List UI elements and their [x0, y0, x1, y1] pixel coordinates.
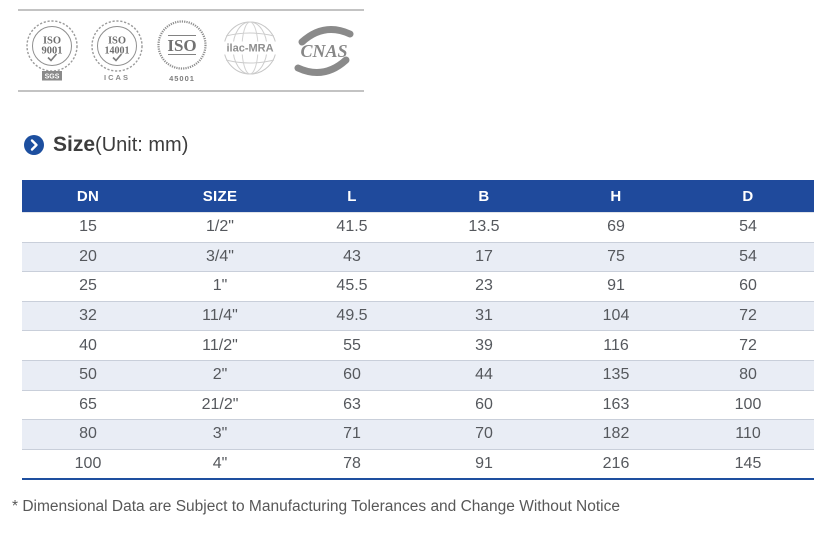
table-cell: 54	[739, 247, 757, 265]
table-cell: 110	[735, 425, 761, 443]
table-cell: 44	[475, 366, 493, 384]
table-cell: 23	[475, 277, 493, 295]
table-cell: 1/2"	[206, 218, 234, 236]
table-cell: 216	[602, 455, 630, 473]
table-cell: 135	[602, 366, 630, 384]
table-cell: 31	[475, 307, 493, 325]
table-cell: 20	[79, 247, 97, 265]
table-cell: 50	[79, 366, 97, 384]
table-cell: 11/4"	[202, 307, 238, 325]
table-cell: 3/4"	[206, 247, 234, 265]
column-header-h: H	[550, 180, 682, 213]
table-cell: 100	[734, 395, 762, 413]
column-header-size: SIZE	[154, 180, 286, 213]
table-cell: 54	[739, 218, 757, 236]
column-header-dn: DN	[22, 180, 154, 213]
iso-45001-text: ISO	[167, 36, 196, 55]
table-cell: 163	[602, 395, 630, 413]
header-row: DN SIZE L B H D	[22, 180, 814, 213]
table-cell: 45.5	[336, 277, 368, 295]
ilac-mra-logo: ilac-MRA	[221, 21, 279, 74]
size-table-body: 15 1/2" 41.5 13.5 69 54 20 3/4" 43 17 75 54 25 1" 45.5…	[22, 212, 814, 480]
table-cell: 91	[607, 277, 625, 295]
table-cell: 25	[79, 277, 97, 295]
table-cell: 60	[739, 277, 757, 295]
iso-14001-logo: ISO 14001 ICAS	[91, 19, 143, 82]
iso-9001-number: 9001	[42, 45, 63, 56]
icas-caption: ICAS	[104, 73, 130, 82]
table-cell: 100	[74, 455, 102, 473]
size-table-head: DN SIZE L B H D	[22, 180, 814, 213]
table-row: 20 3/4" 43 17 75 54	[22, 242, 814, 272]
table-cell: 60	[343, 366, 361, 384]
footnote: * Dimensional Data are Subject to Manufa…	[12, 498, 620, 515]
table-cell: 116	[603, 336, 629, 354]
table-row: 65 21/2" 63 60 163 100	[22, 390, 814, 420]
iso-14001-number: 14001	[105, 45, 130, 56]
section-unit-label: (Unit: mm)	[95, 133, 189, 156]
table-cell: 80	[79, 425, 97, 443]
table-row: 25 1" 45.5 23 91 60	[22, 271, 814, 302]
table-cell: 60	[475, 395, 493, 413]
iso-9001-text: ISO	[43, 35, 61, 46]
table-row: 40 11/2" 55 39 116 72	[22, 330, 814, 361]
table-cell: 70	[475, 425, 493, 443]
table-cell: 145	[734, 455, 762, 473]
column-header-b: B	[418, 180, 550, 213]
table-cell: 3"	[212, 425, 228, 443]
size-section-heading: Size (Unit: mm)	[24, 133, 188, 157]
table-cell: 4"	[212, 455, 228, 473]
table-cell: 32	[79, 307, 97, 325]
table-row: 50 2" 60 44 135 80	[22, 360, 814, 391]
cnas-text: CNAS	[300, 41, 347, 61]
table-cell: 13.5	[468, 218, 500, 236]
table-cell: 2"	[212, 366, 228, 384]
table-cell: 15	[79, 218, 97, 236]
table-cell: 55	[343, 336, 361, 354]
size-table: DN SIZE L B H D 15 1/2" 41.5 13.5 69 54 20 3/4"…	[22, 180, 814, 481]
table-cell: 49.5	[336, 307, 368, 325]
column-header-l: L	[286, 180, 418, 213]
table-cell: 80	[739, 366, 757, 384]
table-cell: 65	[79, 395, 97, 413]
table-cell: 75	[607, 247, 625, 265]
table-cell: 91	[475, 455, 493, 473]
table-cell: 69	[607, 218, 625, 236]
table-cell: 72	[739, 307, 757, 325]
table-cell: 43	[343, 247, 361, 265]
table-cell: 21/2"	[201, 395, 239, 413]
table-cell: 72	[739, 336, 757, 354]
table-cell: 17	[475, 247, 493, 265]
iso-45001-number: 45001	[169, 74, 195, 83]
iso-9001-logo: ISO 9001 SGS	[26, 19, 78, 80]
table-row: 80 3" 71 70 182 110	[22, 419, 814, 450]
chevron-right-icon	[24, 135, 44, 155]
table-cell: 11/2"	[202, 336, 238, 354]
table-cell: 63	[343, 395, 361, 413]
sgs-caption: SGS	[45, 73, 60, 80]
table-cell: 1"	[212, 277, 228, 295]
table-cell: 78	[343, 455, 361, 473]
iso-14001-text: ISO	[108, 35, 126, 46]
table-cell: 71	[343, 425, 361, 443]
ilac-mra-text: ilac-MRA	[226, 42, 273, 54]
iso-45001-logo: ISO 45001	[157, 19, 207, 83]
table-row: 100 4" 78 91 216 145	[22, 449, 814, 480]
certification-strip: ISO 9001 SGS ISO 14001 ICAS ISO 45001	[18, 9, 364, 92]
table-cell: 39	[475, 336, 493, 354]
section-title: Size	[53, 133, 96, 156]
cnas-logo: CNAS	[294, 25, 354, 76]
table-row: 32 11/4" 49.5 31 104 72	[22, 301, 814, 331]
table-row: 15 1/2" 41.5 13.5 69 54	[22, 212, 814, 243]
table-cell: 40	[79, 336, 97, 354]
table-cell: 182	[602, 425, 630, 443]
column-header-d: D	[682, 180, 814, 213]
table-cell: 104	[602, 307, 630, 325]
table-cell: 41.5	[336, 218, 368, 236]
